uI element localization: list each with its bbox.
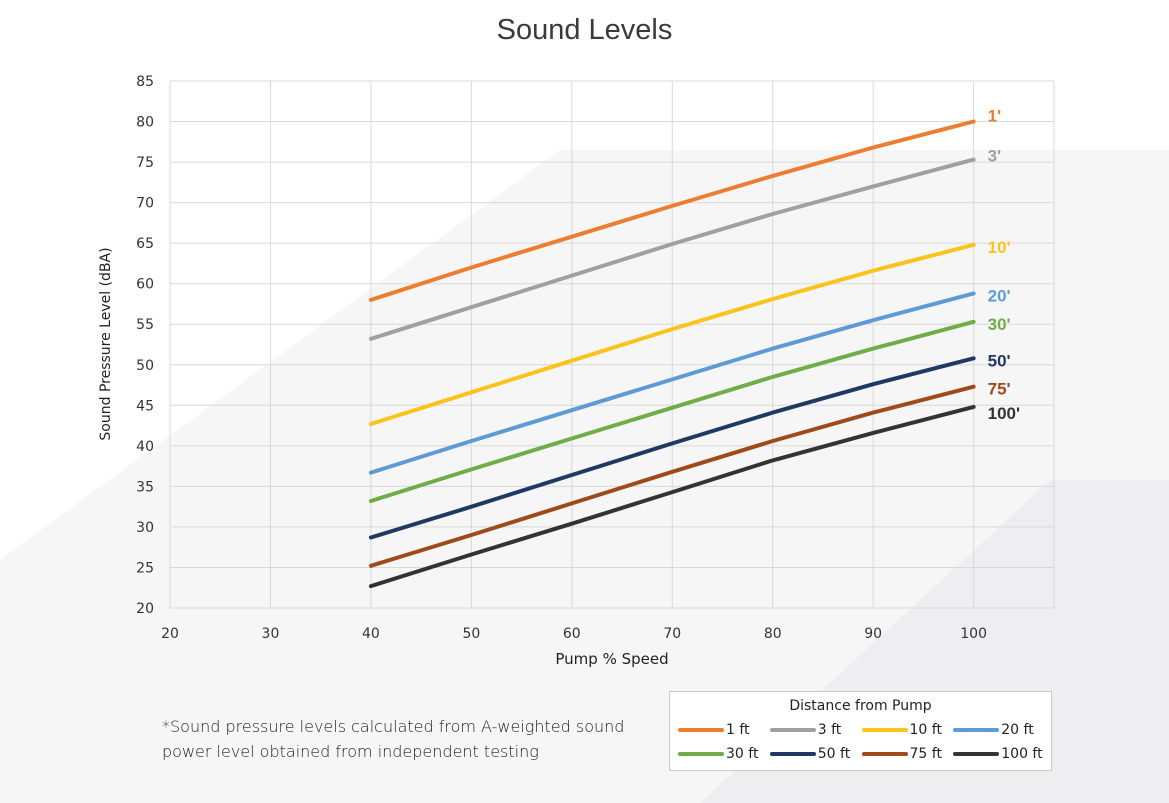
legend-swatch: [953, 728, 1000, 732]
footnote: *Sound pressure levels calculated from A…: [162, 717, 625, 761]
y-tick-label: 50: [136, 358, 154, 374]
series-lines: [368, 119, 976, 589]
grid-lines: [169, 80, 1055, 609]
legend-item: 10 ft: [861, 720, 954, 740]
y-tick-label: 35: [136, 479, 154, 495]
legend-swatch: [953, 752, 1000, 756]
y-tick-label: 55: [136, 317, 154, 333]
series-end-label: 1': [988, 107, 1002, 126]
series-end-labels: 1' 3' 10' 20' 30' 50' 75' 100': [988, 107, 1020, 423]
series-line-75-ft: [368, 384, 976, 568]
y-tick-label: 75: [136, 155, 154, 171]
y-tick-label: 30: [136, 520, 154, 536]
series-end-label: 75': [988, 380, 1011, 399]
series-end-label: 3': [988, 147, 1002, 166]
series-line-10-ft: [368, 242, 976, 426]
x-tick-label: 80: [764, 626, 782, 642]
series-end-label: 20': [988, 286, 1011, 305]
y-tick-label: 85: [136, 74, 154, 90]
series-end-label: 50': [988, 351, 1011, 370]
legend-swatch: [769, 752, 816, 756]
legend-item: 20 ft: [953, 720, 1045, 740]
legend-item: 100 ft: [953, 744, 1045, 764]
x-tick-label: 20: [161, 626, 179, 642]
legend-label: 50 ft: [817, 746, 851, 762]
x-tick-label: 50: [462, 626, 480, 642]
y-axis-label: Sound Pressure Level (dBA): [98, 247, 114, 440]
legend-item: 75 ft: [861, 744, 954, 764]
legend-items: 1 ft 3 ft 10 ft 20 ft 30 ft 50 ft 75 ft 100 ft: [670, 720, 1051, 764]
legend-swatch: [769, 728, 816, 732]
x-tick-label: 70: [663, 626, 681, 642]
y-tick-label: 80: [136, 115, 154, 131]
legend-label: 1 ft: [726, 722, 750, 738]
x-tick-label: 40: [362, 626, 380, 642]
x-tick-label: 30: [262, 626, 280, 642]
legend-item: 50 ft: [769, 744, 862, 764]
x-axis-label: Pump % Speed: [555, 650, 668, 668]
legend-label: 3 ft: [817, 722, 842, 738]
series-line-30-ft: [368, 319, 976, 503]
legend-item: 3 ft: [769, 720, 862, 740]
series-line-100-ft: [368, 404, 976, 589]
series-line-20-ft: [368, 291, 976, 475]
legend-swatch: [861, 752, 908, 756]
y-tick-label: 45: [136, 398, 154, 414]
legend-swatch: [861, 728, 908, 732]
legend: Distance from Pump 1 ft 3 ft 10 ft 20 ft 30 …: [669, 691, 1052, 771]
x-tick-label: 90: [864, 626, 882, 642]
legend-title: Distance from Pump: [789, 698, 932, 714]
y-tick-label: 20: [136, 601, 154, 617]
series-end-label: 30': [988, 315, 1011, 334]
y-tick-label: 70: [136, 196, 154, 212]
series-line-3-ft: [368, 157, 976, 341]
y-tick-label: 25: [136, 560, 154, 576]
y-tick-label: 40: [136, 439, 154, 455]
legend-label: 75 ft: [909, 746, 942, 762]
legend-label: 10 ft: [909, 722, 942, 738]
legend-label: 30 ft: [726, 746, 759, 762]
series-line-50-ft: [368, 356, 976, 540]
x-tick-label: 100: [960, 626, 987, 642]
series-end-label: 100': [988, 404, 1020, 423]
sound-levels-chart: 20 25 30 35 40 45 50 55 60 65 70 75 80 85 20 30 40 50 60 70…: [98, 74, 1055, 668]
legend-swatch: [678, 728, 724, 732]
y-tick-label: 60: [136, 277, 154, 293]
chart-title: Sound Levels: [496, 14, 673, 46]
series-line-1-ft: [368, 119, 976, 302]
axis-ticks: 20 25 30 35 40 45 50 55 60 65 70 75 80 85 20 30 40 50 60 70…: [136, 74, 987, 642]
legend-item: 1 ft: [678, 720, 770, 740]
y-tick-label: 65: [136, 236, 154, 252]
legend-label: 20 ft: [1001, 722, 1034, 738]
legend-swatch: [678, 752, 724, 756]
x-tick-label: 60: [563, 626, 581, 642]
plot-frame: [169, 80, 1055, 609]
legend-item: 30 ft: [678, 744, 770, 764]
legend-label: 100 ft: [1001, 746, 1043, 762]
series-end-label: 10': [988, 238, 1011, 257]
